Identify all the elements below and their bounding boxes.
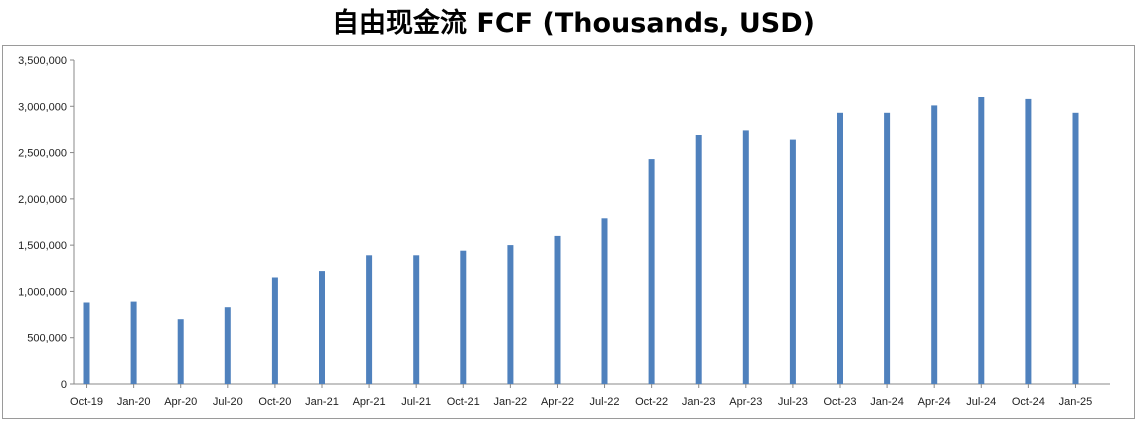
x-axis: Oct-19 Jan-20 Apr-20 Jul-20 Oct-20 Jan-21 Apr-… <box>70 383 1110 408</box>
bar <box>695 135 702 384</box>
x-tick-label: Oct-21 <box>447 396 480 408</box>
x-tick-label: Apr-20 <box>164 396 197 408</box>
x-tick-label: Oct-22 <box>635 396 668 408</box>
bar <box>177 319 184 384</box>
x-tick-label: Jul-21 <box>401 396 431 408</box>
bar <box>742 130 749 384</box>
chart-frame <box>2 45 1135 419</box>
x-tick-label: Jul-24 <box>966 396 996 408</box>
x-tick-label: Jan-25 <box>1059 396 1093 408</box>
y-tick-label: 500,000 <box>27 333 67 345</box>
bar <box>931 105 938 385</box>
bar <box>1025 98 1032 385</box>
bar <box>271 277 278 384</box>
y-tick-label: 2,500,000 <box>18 148 67 160</box>
bar <box>978 97 985 384</box>
x-tick-label: Jan-24 <box>870 396 904 408</box>
bar <box>648 159 655 384</box>
x-tick-label: Oct-20 <box>258 396 291 408</box>
y-axis: 0 500,000 1,000,000 1,500,000 2,000,000 2,500… <box>18 55 75 391</box>
x-tick-label: Jan-20 <box>117 396 151 408</box>
bars <box>83 97 1079 385</box>
x-tick-label: Apr-24 <box>918 396 951 408</box>
y-tick-label: 1,500,000 <box>18 240 67 252</box>
x-tick-label: Oct-23 <box>823 396 856 408</box>
bar <box>789 139 796 384</box>
x-tick-label: Apr-21 <box>353 396 386 408</box>
y-tick-label: 2,000,000 <box>18 194 67 206</box>
y-tick-label: 3,500,000 <box>18 55 67 67</box>
x-tick-label: Apr-22 <box>541 396 574 408</box>
x-tick-label: Oct-19 <box>70 396 103 408</box>
y-tick-label: 1,000,000 <box>18 286 67 298</box>
bar <box>366 255 373 384</box>
bar <box>224 307 231 384</box>
chart-title: 自由现金流 FCF (Thousands, USD) <box>332 8 815 39</box>
x-tick-label: Jan-22 <box>494 396 528 408</box>
bar <box>130 301 137 384</box>
x-tick-label: Jan-21 <box>305 396 339 408</box>
y-tick-label: 3,000,000 <box>18 101 67 113</box>
x-tick-label: Jan-23 <box>682 396 716 408</box>
x-tick-label: Jul-20 <box>213 396 243 408</box>
bar <box>1072 112 1079 385</box>
bar <box>554 235 561 384</box>
x-tick-label: Jul-23 <box>778 396 808 408</box>
bar <box>460 250 467 384</box>
bar <box>884 112 891 385</box>
bar <box>83 302 90 384</box>
y-tick-label: 0 <box>61 379 67 391</box>
x-tick-label: Oct-24 <box>1012 396 1045 408</box>
bar <box>837 112 843 385</box>
bar <box>601 218 608 384</box>
x-tick-label: Jul-22 <box>590 396 620 408</box>
bar <box>507 245 514 384</box>
bar <box>319 271 325 384</box>
x-tick-label: Apr-23 <box>729 396 762 408</box>
bar <box>413 255 420 384</box>
